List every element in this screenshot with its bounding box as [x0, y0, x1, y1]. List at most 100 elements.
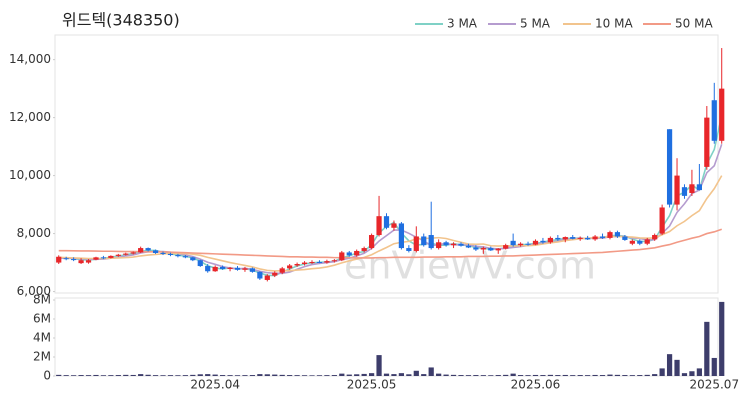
- volume-bar: [510, 373, 516, 376]
- candle-body: [711, 100, 717, 141]
- volume-bar: [480, 375, 486, 376]
- volume-bar: [495, 375, 501, 376]
- candle-body: [220, 266, 226, 269]
- volume-bar: [175, 375, 181, 376]
- volume-bar: [473, 375, 479, 376]
- candle-body: [428, 235, 434, 249]
- volume-bar: [443, 374, 449, 376]
- candle-body: [167, 253, 174, 256]
- volume-bar: [160, 375, 166, 376]
- candle-body: [532, 240, 539, 245]
- volume-bar: [681, 373, 688, 376]
- candle-body: [234, 267, 241, 270]
- volume-bar: [607, 374, 613, 376]
- volume-bar: [354, 374, 360, 376]
- volume-bar: [525, 375, 531, 376]
- volume-bar: [339, 373, 345, 376]
- volume-tick-label: 6M: [33, 312, 51, 326]
- candle-body: [383, 216, 390, 228]
- candle-body: [540, 240, 546, 243]
- volume-bar: [115, 375, 121, 376]
- y-tick-label: 8,000: [17, 226, 51, 240]
- volume-bar: [272, 374, 278, 376]
- candle-body: [659, 207, 665, 234]
- volume-bar: [450, 374, 457, 376]
- candle-body: [547, 237, 553, 243]
- candle-body: [301, 262, 308, 265]
- candle-body: [413, 236, 419, 251]
- candle-body: [145, 248, 151, 251]
- volume-bar: [212, 374, 218, 376]
- volume-bar: [704, 321, 710, 376]
- volume-bar: [622, 375, 628, 376]
- volume-bar: [242, 375, 248, 376]
- volume-bar: [279, 374, 285, 376]
- volume-bar: [391, 374, 397, 376]
- candle-body: [160, 252, 166, 254]
- x-tick-label: 2025.05: [347, 378, 397, 392]
- volume-bar: [719, 301, 725, 376]
- candle-body: [242, 268, 248, 270]
- candle-body: [704, 117, 710, 167]
- volume-bar: [532, 374, 539, 376]
- volume-bar: [309, 375, 315, 376]
- volume-bar: [264, 374, 270, 376]
- candle-body: [56, 256, 62, 263]
- volume-bar: [249, 375, 256, 376]
- volume-panel: [54, 297, 719, 377]
- candle-body: [637, 240, 643, 244]
- candle-body: [465, 245, 472, 248]
- volume-bar: [666, 354, 673, 376]
- volume-bar: [398, 373, 405, 376]
- volume-bar: [376, 355, 382, 376]
- volume-bar: [361, 373, 367, 376]
- candle-body: [287, 265, 293, 269]
- volume-bar: [100, 375, 107, 376]
- candle-body: [324, 261, 330, 263]
- volume-bar: [413, 370, 419, 376]
- candle-body: [123, 253, 129, 255]
- volume-bar: [555, 375, 561, 376]
- volume-bar: [324, 375, 330, 376]
- volume-bar: [257, 374, 263, 376]
- candle-body: [279, 268, 285, 273]
- candle-body: [599, 236, 606, 238]
- volume-bar: [689, 371, 695, 376]
- volume-tick-label: 0: [43, 369, 51, 383]
- candle-body: [100, 257, 107, 259]
- candle-body: [674, 175, 680, 205]
- volume-bar: [316, 375, 323, 376]
- candle-body: [130, 252, 136, 254]
- volume-bar: [145, 374, 151, 376]
- volume-bar: [428, 367, 434, 376]
- volume-bar: [465, 375, 472, 376]
- candle-body: [361, 248, 367, 251]
- candle-body: [63, 258, 69, 260]
- chart-title: 위드텍(348350): [62, 11, 180, 30]
- volume-bar: [517, 375, 524, 376]
- volume-bar: [577, 375, 583, 376]
- candle-body: [517, 243, 524, 246]
- volume-bar: [436, 373, 442, 376]
- candle-body: [577, 237, 583, 239]
- candle-body: [450, 243, 457, 246]
- price-panel: [54, 34, 719, 294]
- volume-bar: [652, 374, 658, 376]
- volume-bar: [234, 375, 241, 376]
- candle-body: [398, 223, 405, 249]
- y-tick-label: 14,000: [9, 52, 51, 66]
- candle-body: [205, 266, 211, 272]
- candle-body: [257, 271, 263, 279]
- candle-body: [585, 237, 591, 240]
- x-tick-label: 2025.07: [689, 378, 739, 392]
- candle-body: [719, 88, 725, 141]
- volume-bar: [659, 368, 665, 376]
- candle-body: [652, 235, 658, 240]
- volume-bar: [599, 375, 606, 376]
- candle-body: [115, 254, 121, 256]
- volume-bar: [331, 375, 337, 376]
- volume-bar: [585, 375, 591, 376]
- candle-body: [689, 184, 695, 193]
- volume-bar: [346, 374, 352, 376]
